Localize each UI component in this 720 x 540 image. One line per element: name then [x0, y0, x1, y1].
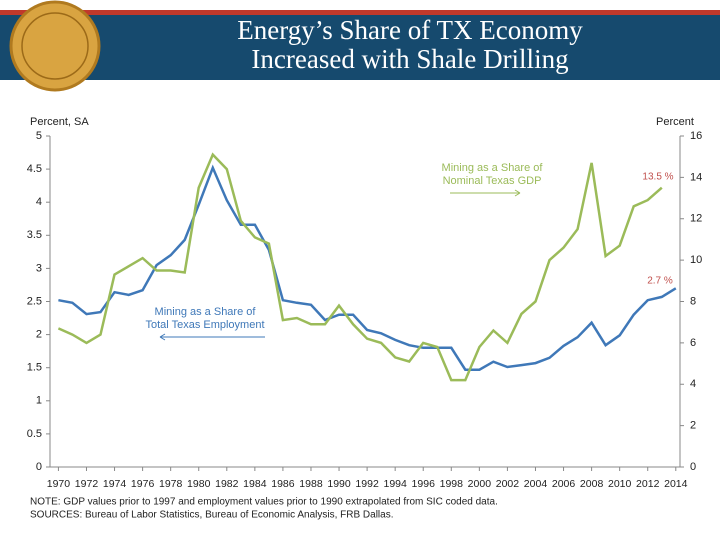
sources: SOURCES: Bureau of Labor Statistics, Bur…: [30, 510, 394, 521]
y2-axis-label: Percent: [656, 116, 694, 128]
x-tick-label: 1998: [440, 478, 464, 490]
x-tick-label: 2012: [636, 478, 660, 490]
x-tick-label: 2008: [580, 478, 604, 490]
y2-tick-label: 12: [690, 213, 702, 225]
y2-tick-label: 6: [690, 337, 696, 349]
y-tick-label: 2.5: [27, 295, 42, 307]
annotation: 2.7 %: [647, 276, 673, 287]
y2-tick-label: 14: [690, 171, 702, 183]
x-tick-label: 2014: [664, 478, 688, 490]
x-tick-label: 1976: [131, 478, 155, 490]
note: NOTE: GDP values prior to 1997 and emplo…: [30, 497, 498, 508]
legend-arrowhead: [514, 189, 521, 197]
y2-tick-label: 0: [690, 461, 696, 473]
x-tick-label: 1982: [215, 478, 239, 490]
x-tick-label: 1970: [47, 478, 71, 490]
legend-label: Nominal Texas GDP: [443, 175, 542, 187]
y-tick-label: 0.5: [27, 428, 42, 440]
title-line: Increased with Shale Drilling: [251, 44, 568, 74]
x-tick-label: 1974: [103, 478, 127, 490]
x-tick-label: 2006: [552, 478, 576, 490]
x-tick-label: 1994: [383, 478, 407, 490]
y2-tick-label: 8: [690, 295, 696, 307]
y-tick-label: 3: [36, 262, 42, 274]
seal-ring: [21, 12, 89, 80]
series-line: [57, 152, 663, 382]
x-tick-label: 1972: [75, 478, 99, 490]
x-tick-label: 2004: [524, 478, 548, 490]
y2-tick-label: 16: [690, 130, 702, 142]
x-tick-label: 1978: [159, 478, 183, 490]
y-tick-label: 4.5: [27, 163, 42, 175]
x-tick-label: 2010: [608, 478, 632, 490]
y-tick-label: 0: [36, 461, 42, 473]
x-tick-label: 1996: [412, 478, 436, 490]
header-stripe: [0, 10, 720, 15]
y-tick-label: 4: [36, 196, 42, 208]
y-axis-label: Percent, SA: [30, 116, 89, 128]
x-tick-label: 1990: [327, 478, 351, 490]
header-band: [0, 10, 720, 80]
y2-tick-label: 2: [690, 420, 696, 432]
legend-arrowhead: [159, 333, 166, 341]
series-line: [58, 164, 677, 371]
x-tick-label: 2000: [468, 478, 492, 490]
x-tick-label: 1984: [243, 478, 267, 490]
title-line: Energy’s Share of TX Economy: [237, 15, 583, 45]
legend-label: Mining as a Share of: [155, 306, 257, 318]
x-tick-label: 1980: [187, 478, 211, 490]
y-tick-label: 2: [36, 329, 42, 341]
x-tick-label: 1986: [271, 478, 295, 490]
x-tick-label: 2002: [496, 478, 520, 490]
y-tick-label: 5: [36, 130, 42, 142]
x-tick-label: 1988: [299, 478, 323, 490]
seal: [9, 0, 101, 92]
y-tick-label: 1: [36, 395, 42, 407]
x-tick-label: 1992: [355, 478, 379, 490]
y-tick-label: 3.5: [27, 229, 42, 241]
legend-label: Mining as a Share of: [442, 162, 544, 174]
y2-tick-label: 10: [690, 254, 702, 266]
annotation: 13.5 %: [642, 172, 673, 183]
y-tick-label: 1.5: [27, 362, 42, 374]
legend-label: Total Texas Employment: [145, 319, 264, 331]
y2-tick-label: 4: [690, 378, 696, 390]
